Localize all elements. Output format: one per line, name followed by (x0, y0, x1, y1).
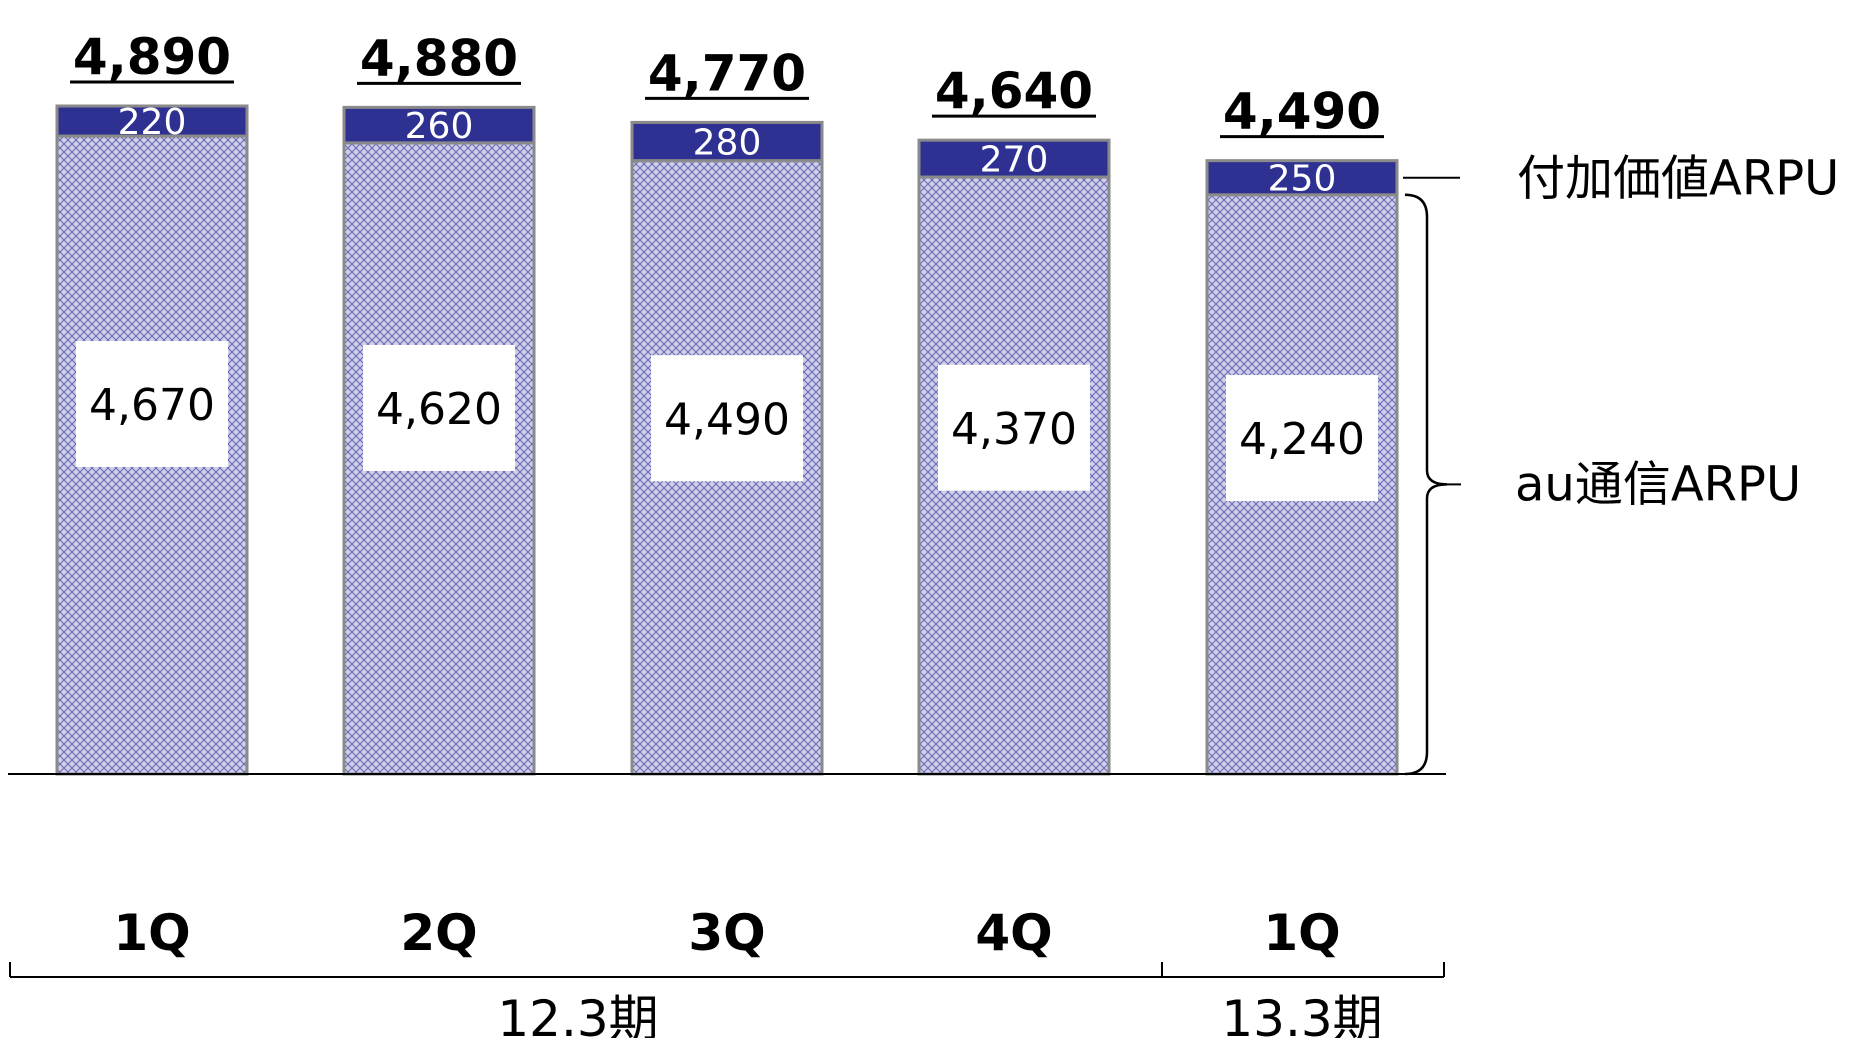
base-value-label: 4,240 (1239, 414, 1365, 465)
bar-value-added-arpu (1205, 159, 1399, 197)
top-value-label: 280 (693, 123, 762, 164)
base-value-label: 4,370 (951, 404, 1077, 455)
total-value-label: 4,490 (1223, 83, 1381, 141)
legend-label-au-arpu: au通信ARPU (1515, 456, 1801, 512)
base-value-label-box (651, 355, 803, 482)
period-label-12-3: 12.3期 (497, 990, 658, 1038)
legend-brace (1404, 193, 1448, 776)
base-value-label-box (363, 344, 515, 471)
category-label: 4Q (975, 904, 1052, 962)
period-label-13-3: 13.3期 (1221, 990, 1382, 1038)
category-label: 3Q (688, 904, 765, 962)
category-axis: 1Q 2Q 3Q 4Q 1Q 12.3期 13.3期 (9, 904, 1445, 1038)
bar-value-added-arpu (630, 120, 824, 163)
category-label: 1Q (113, 904, 190, 962)
base-value-label-box (1226, 375, 1378, 502)
top-value-label: 260 (405, 106, 474, 147)
total-value-label: 4,890 (73, 28, 231, 86)
base-value-label-box (76, 340, 228, 467)
total-value-label: 4,640 (935, 62, 1093, 120)
total-value-label: 4,880 (360, 29, 518, 87)
labels-layer: 4,670 220 4,890 4,620 260 4,880 4,490 280 4,770 4… (70, 28, 1384, 502)
category-label: 2Q (400, 904, 477, 962)
base-value-label: 4,490 (664, 394, 790, 445)
top-value-label: 250 (1268, 159, 1337, 200)
top-value-label: 220 (118, 102, 187, 143)
bar-value-added-arpu (917, 138, 1111, 179)
category-label: 1Q (1263, 904, 1340, 962)
bar-value-added-arpu (342, 105, 536, 145)
base-value-label: 4,620 (376, 384, 502, 435)
base-value-label-box (938, 364, 1090, 491)
bar-value-added-arpu (55, 104, 249, 138)
top-value-label: 270 (980, 140, 1049, 181)
legend-label-value-added-arpu: 付加価値ARPU (1517, 151, 1839, 207)
base-value-label: 4,670 (89, 380, 215, 431)
legend: 付加価値ARPU au通信ARPU (1403, 151, 1839, 776)
total-value-label: 4,770 (648, 44, 806, 102)
